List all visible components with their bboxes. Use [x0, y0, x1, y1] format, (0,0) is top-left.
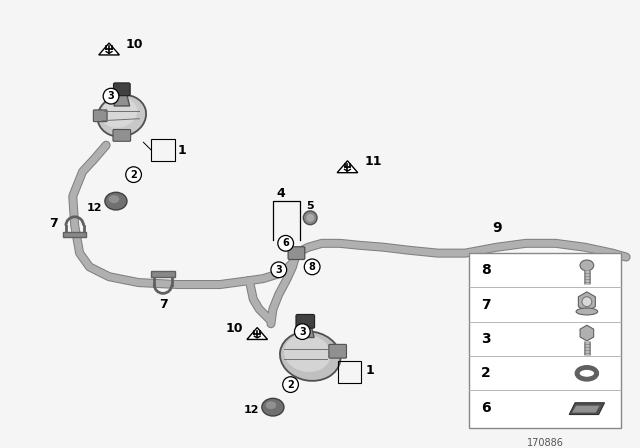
Ellipse shape: [576, 308, 598, 315]
Ellipse shape: [284, 334, 331, 372]
FancyBboxPatch shape: [329, 345, 346, 358]
FancyBboxPatch shape: [296, 314, 315, 328]
Ellipse shape: [100, 98, 137, 128]
FancyBboxPatch shape: [288, 247, 305, 259]
Text: 6: 6: [481, 401, 490, 415]
Text: 3: 3: [108, 91, 115, 101]
Ellipse shape: [262, 398, 284, 416]
Circle shape: [278, 236, 294, 251]
Circle shape: [283, 377, 298, 392]
FancyBboxPatch shape: [469, 253, 621, 428]
Ellipse shape: [109, 195, 119, 203]
Polygon shape: [99, 43, 120, 55]
Text: 3: 3: [299, 327, 306, 336]
Text: 7: 7: [49, 217, 58, 230]
Circle shape: [304, 259, 320, 275]
Polygon shape: [579, 292, 595, 311]
Ellipse shape: [280, 332, 340, 381]
Circle shape: [271, 262, 287, 278]
Polygon shape: [337, 161, 358, 172]
Text: 1: 1: [365, 364, 374, 377]
Polygon shape: [247, 327, 268, 340]
Text: 4: 4: [276, 187, 285, 200]
Text: 3: 3: [275, 265, 282, 275]
Text: 9: 9: [492, 220, 501, 235]
Ellipse shape: [580, 260, 594, 271]
Circle shape: [125, 167, 141, 182]
Text: 7: 7: [159, 297, 168, 310]
Circle shape: [582, 297, 592, 306]
Text: 2: 2: [130, 170, 137, 180]
Text: 3: 3: [481, 332, 490, 346]
Ellipse shape: [266, 401, 276, 409]
Circle shape: [103, 88, 119, 104]
Circle shape: [294, 324, 310, 340]
Text: 170886: 170886: [527, 438, 564, 448]
Text: 2: 2: [287, 379, 294, 390]
FancyBboxPatch shape: [151, 271, 175, 277]
Text: 12: 12: [244, 405, 259, 415]
FancyBboxPatch shape: [93, 110, 107, 122]
Ellipse shape: [105, 192, 127, 210]
Text: 8: 8: [481, 263, 491, 277]
Text: 2: 2: [481, 366, 491, 380]
FancyBboxPatch shape: [113, 83, 130, 96]
Circle shape: [307, 214, 314, 222]
Polygon shape: [296, 326, 314, 337]
Text: 5: 5: [307, 201, 314, 211]
Polygon shape: [569, 403, 605, 414]
Text: 7: 7: [481, 297, 490, 312]
Circle shape: [303, 211, 317, 225]
Text: 8: 8: [308, 262, 316, 272]
Text: 10: 10: [226, 322, 243, 335]
Ellipse shape: [97, 95, 146, 137]
Polygon shape: [114, 94, 130, 106]
Text: 10: 10: [125, 38, 143, 51]
Text: 12: 12: [86, 203, 102, 213]
FancyBboxPatch shape: [113, 129, 131, 141]
Text: 6: 6: [282, 238, 289, 248]
Polygon shape: [580, 325, 594, 341]
Polygon shape: [572, 406, 600, 413]
FancyBboxPatch shape: [63, 232, 86, 237]
Text: 11: 11: [364, 155, 381, 168]
Text: 1: 1: [178, 144, 186, 157]
